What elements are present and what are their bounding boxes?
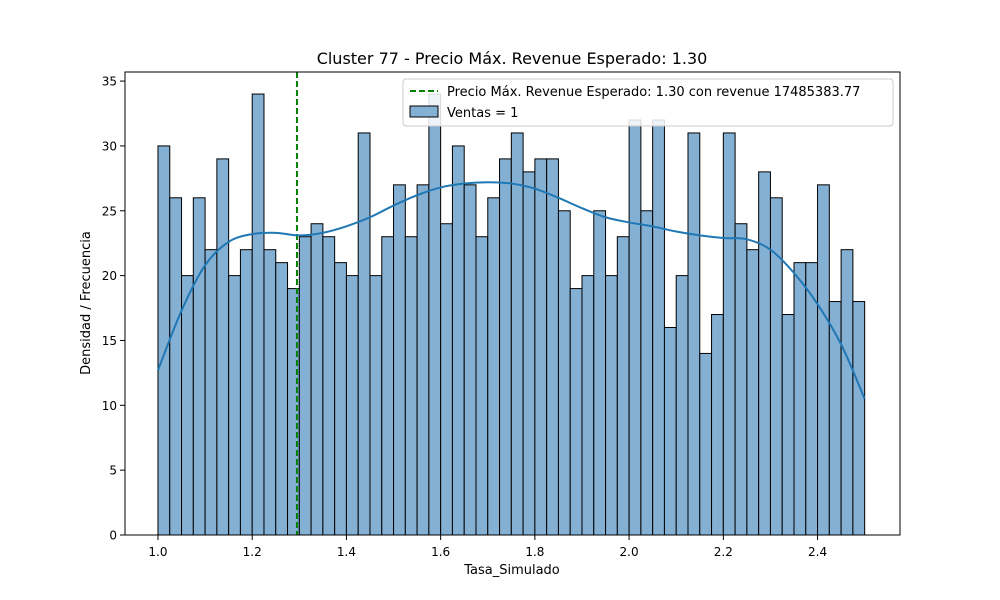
histogram-bar — [157, 145, 171, 536]
histogram-bar — [687, 132, 701, 536]
histogram-bar — [769, 197, 783, 536]
histogram-bar — [640, 210, 654, 536]
histogram-bar — [569, 288, 583, 536]
histogram-bar — [734, 223, 748, 536]
histogram-bar — [169, 197, 183, 536]
histogram-bar — [499, 158, 512, 536]
legend-bar-swatch — [409, 105, 439, 118]
y-axis-ticks: 0 5 10 15 20 25 30 35 — [102, 75, 125, 543]
histogram-bar — [593, 210, 607, 536]
histogram-bar — [557, 210, 571, 536]
histogram-bar — [310, 223, 324, 536]
histogram-bar — [758, 171, 771, 536]
histogram-bar — [475, 236, 489, 536]
x-tick-label: 1.6 — [431, 545, 450, 559]
histogram-bar — [228, 275, 241, 536]
legend-vline-label: Precio Máx. Revenue Esperado: 1.30 con r… — [447, 85, 860, 100]
histogram-bar — [204, 249, 218, 536]
histogram-bar — [487, 197, 501, 536]
histogram-bar — [404, 236, 418, 536]
legend-bar-label: Ventas = 1 — [447, 106, 518, 121]
histogram-bar — [239, 249, 253, 536]
histogram-bar — [216, 158, 230, 536]
histogram-bar — [428, 93, 442, 536]
y-tick-label: 10 — [102, 399, 117, 413]
histogram-bar — [663, 326, 677, 536]
histogram-bar — [251, 93, 265, 536]
histogram-bar — [381, 236, 395, 536]
axes-frame — [124, 71, 901, 536]
x-axis-ticks: 1.0 1.2 1.4 1.6 1.8 2.0 2.2 2.4 — [148, 535, 827, 559]
histogram-bar — [722, 132, 736, 536]
histogram-bar — [181, 275, 194, 536]
histogram-bar — [451, 145, 465, 536]
histogram-bar — [817, 184, 830, 536]
x-tick-label: 1.0 — [148, 545, 167, 559]
histogram-bar — [852, 301, 866, 536]
histogram-bar — [440, 223, 453, 536]
plot-frame — [124, 71, 901, 536]
histogram-bar — [581, 275, 595, 536]
histogram-bar — [369, 275, 383, 536]
histogram-bar — [357, 132, 371, 536]
histogram-bar — [628, 119, 642, 536]
histogram-bar — [711, 314, 724, 536]
histogram-bar — [263, 249, 277, 536]
histogram-bar — [275, 262, 289, 536]
x-tick-label: 1.4 — [337, 545, 356, 559]
histogram-bar — [393, 184, 406, 536]
x-tick-label: 2.4 — [808, 545, 827, 559]
histogram-bar — [463, 184, 477, 536]
histogram-bar — [298, 236, 312, 536]
histogram-bar — [522, 171, 536, 536]
y-tick-label: 5 — [109, 464, 117, 478]
histogram-bar — [828, 301, 842, 536]
histogram-bar — [510, 132, 524, 536]
histogram-bar — [781, 314, 795, 536]
histogram-bar — [675, 275, 689, 536]
y-tick-label: 30 — [102, 139, 117, 153]
histogram-bar — [416, 184, 430, 536]
legend: Precio Máx. Revenue Esperado: 1.30 con r… — [402, 78, 894, 127]
histogram-bar — [546, 158, 559, 536]
x-tick-label: 1.2 — [243, 545, 262, 559]
histogram-bar — [840, 249, 854, 536]
legend-box — [402, 78, 894, 127]
histogram-bar — [192, 197, 206, 536]
kde-group — [157, 181, 866, 400]
histogram-bar — [534, 158, 548, 536]
histogram-bar — [793, 262, 807, 536]
x-tick-label: 1.8 — [525, 545, 544, 559]
y-axis-label: Densidad / Frecuencia — [79, 231, 94, 375]
kde-curve — [157, 181, 866, 400]
histogram-bar — [605, 275, 618, 536]
histogram-bar — [334, 262, 347, 536]
x-axis-label: Tasa_Simulado — [463, 563, 560, 578]
x-tick-label: 2.2 — [714, 545, 733, 559]
chart-title: Cluster 77 - Precio Máx. Revenue Esperad… — [317, 49, 708, 68]
histogram-bar — [746, 249, 760, 536]
histogram-bar — [616, 236, 630, 536]
histogram-bar — [699, 352, 713, 536]
y-tick-label: 25 — [102, 204, 117, 218]
histogram-bar — [322, 236, 336, 536]
histogram-bar — [805, 262, 819, 536]
y-tick-label: 0 — [109, 529, 117, 543]
y-tick-label: 35 — [102, 75, 117, 89]
histogram-bar — [345, 275, 359, 536]
y-tick-label: 20 — [102, 269, 117, 283]
y-tick-label: 15 — [102, 334, 117, 348]
x-tick-label: 2.0 — [620, 545, 639, 559]
histogram-bar — [652, 119, 665, 536]
